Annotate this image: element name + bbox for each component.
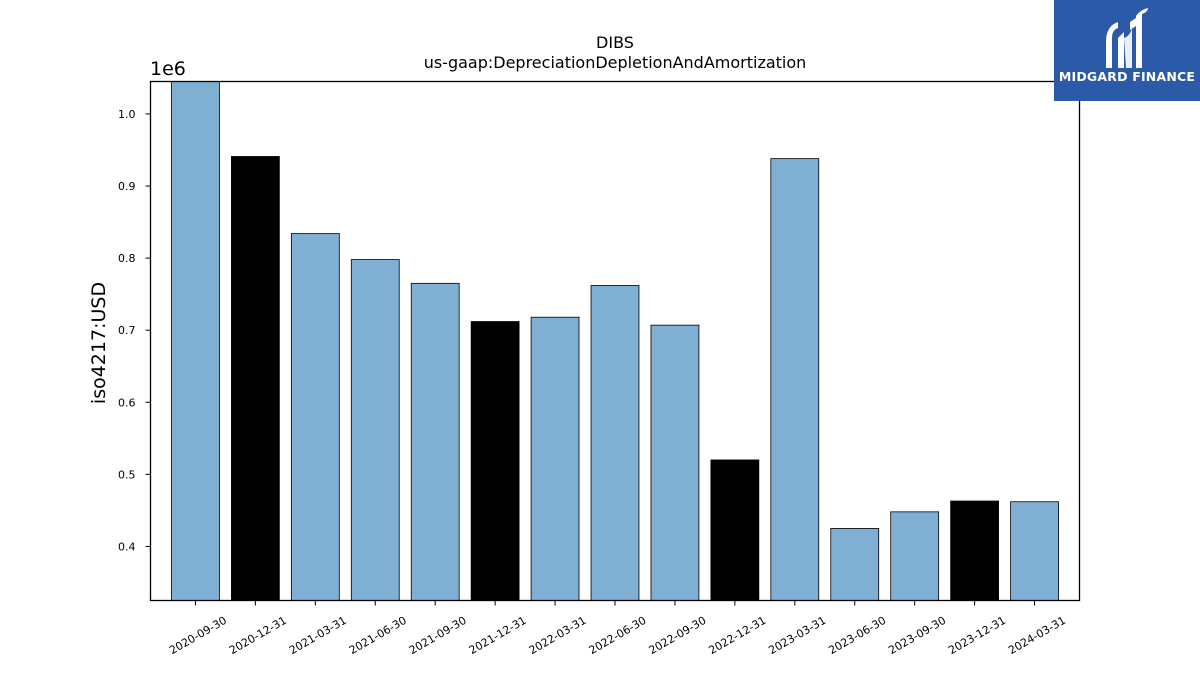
x-tick-label: 2022-06-30: [587, 614, 649, 657]
y-tick-label: 0.5: [118, 468, 136, 481]
x-tick-label: 2024-03-31: [1006, 614, 1068, 657]
y-tick-label: 0.8: [118, 252, 136, 265]
x-tick-label: 2021-06-30: [347, 614, 409, 657]
bar-2022-03-31: [530, 316, 580, 601]
bar-2024-03-31: [1010, 501, 1059, 601]
x-tick-label: 2021-09-30: [407, 614, 469, 657]
y-axis: 0.4 0.5 0.6 0.7 0.8 0.9 1.0: [118, 108, 151, 553]
bar-2022-09-30: [650, 324, 700, 601]
bar-2023-12-31: [950, 500, 999, 601]
brand-logo: MIDGARD FINANCE: [1054, 0, 1200, 101]
bar-2021-06-30: [350, 259, 400, 601]
bar-2023-06-30: [830, 528, 880, 601]
y-tick-label: 0.4: [118, 540, 136, 553]
x-tick-label: 2023-06-30: [826, 614, 888, 657]
bar-2020-09-30: [171, 81, 220, 601]
midgard-logo-icon: [1106, 8, 1148, 68]
bar-2020-12-31: [231, 156, 280, 601]
bar-2021-03-31: [290, 233, 340, 601]
bar-2023-09-30: [890, 511, 940, 601]
x-tick-label: 2021-03-31: [287, 614, 349, 657]
x-tick-label: 2022-12-31: [706, 614, 768, 657]
chart-subtitle: us-gaap:DepreciationDepletionAndAmortiza…: [424, 53, 807, 72]
y-tick-label: 1.0: [118, 108, 136, 121]
x-tick-label: 2021-12-31: [467, 614, 529, 657]
bar-2021-12-31: [470, 321, 520, 601]
x-axis: 2020-09-302020-12-312021-03-312021-06-30…: [167, 600, 1068, 657]
x-tick-label: 2023-03-31: [766, 614, 828, 657]
chart-title: DIBS: [596, 33, 634, 52]
bars-group: [171, 81, 1059, 601]
y-tick-label: 0.9: [118, 180, 136, 193]
bar-2022-12-31: [710, 459, 760, 601]
x-tick-label: 2020-12-31: [227, 614, 289, 657]
y-axis-label: iso4217:USD: [88, 282, 110, 404]
x-tick-label: 2020-09-30: [167, 614, 229, 657]
x-tick-label: 2023-12-31: [946, 614, 1008, 657]
bar-2023-03-31: [770, 158, 820, 601]
y-tick-label: 0.6: [118, 396, 136, 409]
y-offset-label: 1e6: [150, 58, 186, 80]
brand-name: MIDGARD FINANCE: [1058, 69, 1196, 84]
x-tick-label: 2022-09-30: [647, 614, 709, 657]
plot-frame: [149, 80, 1081, 602]
bar-2022-06-30: [590, 285, 640, 601]
y-tick-label: 0.7: [118, 324, 136, 337]
x-tick-label: 2022-03-31: [527, 614, 589, 657]
x-tick-label: 2023-09-30: [886, 614, 948, 657]
bar-2021-09-30: [410, 282, 460, 601]
